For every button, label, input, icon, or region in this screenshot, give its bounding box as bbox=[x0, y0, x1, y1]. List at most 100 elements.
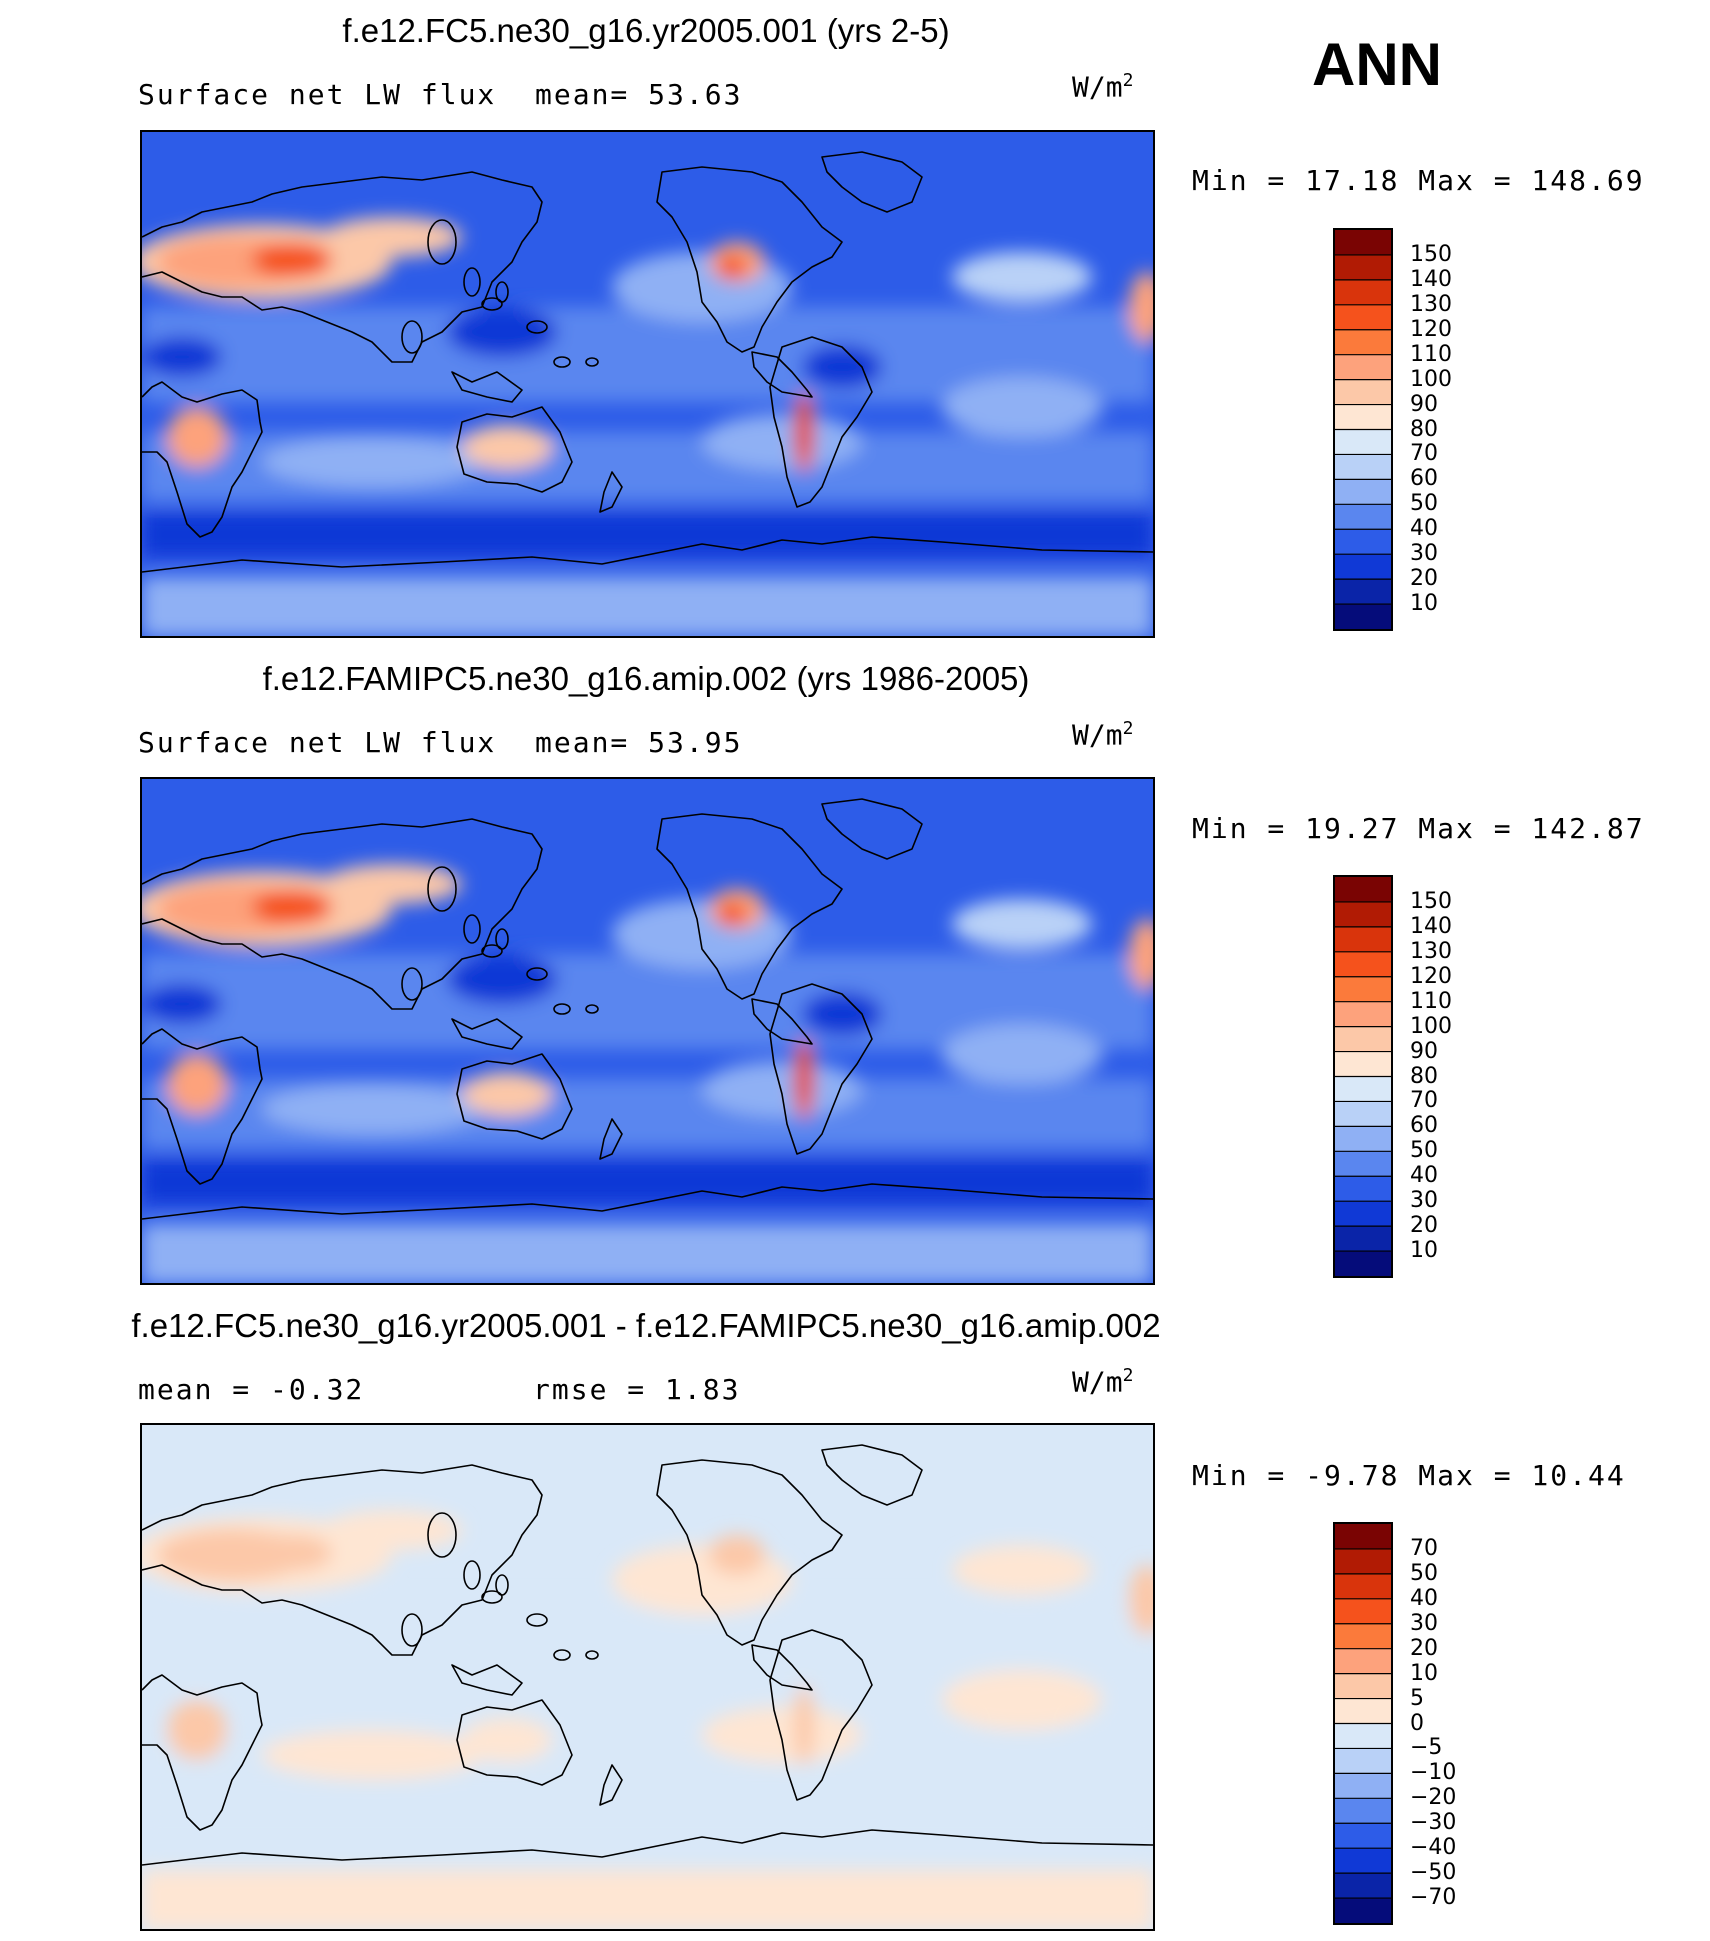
field-shading bbox=[142, 217, 1153, 636]
panel3-colorbar-svg bbox=[1335, 1524, 1391, 1923]
colorbar-swatch bbox=[1335, 1201, 1391, 1227]
antarctic-band bbox=[142, 1870, 1153, 1929]
colorbar-swatch bbox=[1335, 529, 1391, 555]
w-sahara-east-edge bbox=[1129, 919, 1153, 989]
colorbar-swatch bbox=[1335, 1673, 1391, 1700]
s-indian-high bbox=[262, 1730, 482, 1780]
colorbar-tick-label: 140 bbox=[1410, 913, 1452, 939]
island-outline bbox=[463, 1560, 481, 1590]
s-pacific-high bbox=[702, 414, 862, 470]
arabia-core bbox=[252, 889, 332, 925]
coastlines bbox=[142, 1444, 1153, 1866]
kalahari bbox=[167, 1700, 227, 1760]
panel1-mean-label: mean= 53.63 bbox=[535, 78, 743, 111]
colorbar-swatch bbox=[1335, 1723, 1391, 1749]
sw-us-core bbox=[718, 255, 746, 279]
australia-desert bbox=[462, 1718, 552, 1762]
colorbar-tick-label: 10 bbox=[1410, 1238, 1438, 1264]
colorbar-swatch bbox=[1335, 329, 1391, 356]
panel1-map bbox=[140, 130, 1155, 638]
continent-outline bbox=[451, 1664, 523, 1696]
island-outline bbox=[526, 967, 548, 981]
australia-desert bbox=[462, 1072, 552, 1116]
arabia-core bbox=[252, 1535, 332, 1571]
colorbar-tick-label: 90 bbox=[1410, 391, 1438, 417]
panel2-colorbar bbox=[1333, 875, 1393, 1278]
colorbar-swatch bbox=[1335, 604, 1391, 629]
colorbar-tick-label: 60 bbox=[1410, 466, 1438, 492]
island-outline bbox=[481, 1590, 503, 1604]
continent-outline bbox=[751, 351, 813, 398]
colorbar-swatch bbox=[1335, 1548, 1391, 1575]
central-asia bbox=[322, 217, 462, 257]
sw-us-core bbox=[718, 902, 746, 926]
s-atlantic-high bbox=[942, 377, 1102, 437]
colorbar-tick-label: −30 bbox=[1410, 1810, 1457, 1836]
n-atlantic-high bbox=[952, 252, 1092, 302]
panel1-units-base: W/m bbox=[1072, 70, 1123, 104]
colorbar-swatch bbox=[1335, 1026, 1391, 1053]
continent-outline bbox=[656, 166, 843, 353]
colorbar-tick-label: 70 bbox=[1410, 441, 1438, 467]
panel2-variable-label: Surface net LW flux bbox=[138, 726, 497, 759]
island-outline bbox=[481, 944, 503, 958]
congo bbox=[142, 337, 222, 377]
colorbar-tick-label: 70 bbox=[1410, 1088, 1438, 1114]
continent-outline bbox=[456, 1699, 573, 1786]
n-pacific-high bbox=[612, 1545, 792, 1615]
atacama-core bbox=[799, 1699, 809, 1751]
colorbar-swatch bbox=[1335, 1524, 1391, 1550]
colorbar-tick-label: 120 bbox=[1410, 316, 1452, 342]
colorbar-tick-label: 110 bbox=[1410, 341, 1452, 367]
atacama-core bbox=[799, 1053, 809, 1105]
central-asia bbox=[322, 1510, 462, 1550]
southern-ocean-band bbox=[142, 1159, 1153, 1204]
island-outline bbox=[526, 1613, 548, 1627]
panel1-units-exp: 2 bbox=[1122, 70, 1134, 91]
colorbar-swatch bbox=[1335, 1001, 1391, 1028]
continent-outline bbox=[142, 1028, 263, 1185]
colorbar-swatch bbox=[1335, 1823, 1391, 1849]
panel1-colorbar-svg bbox=[1335, 230, 1391, 629]
coastlines bbox=[142, 798, 1153, 1220]
antarctic-band bbox=[142, 1224, 1153, 1283]
colorbar-tick-label: 40 bbox=[1410, 1585, 1438, 1611]
panel3-units-exp: 2 bbox=[1122, 1365, 1134, 1386]
colorbar-swatch bbox=[1335, 1898, 1391, 1923]
colorbar-swatch bbox=[1335, 454, 1391, 480]
congo bbox=[142, 1630, 222, 1670]
panel1-colorbar bbox=[1333, 228, 1393, 631]
sw-us-core bbox=[718, 1548, 746, 1572]
colorbar-tick-label: 40 bbox=[1410, 1163, 1438, 1189]
amazon bbox=[802, 1638, 882, 1682]
coastlines bbox=[142, 151, 1153, 573]
s-indian-high bbox=[262, 437, 482, 487]
continent-outline bbox=[142, 1829, 1153, 1866]
continent-outline bbox=[769, 983, 873, 1155]
field-shading bbox=[142, 864, 1153, 1283]
n-pacific-high bbox=[612, 899, 792, 969]
colorbar-swatch bbox=[1335, 479, 1391, 505]
continent-outline bbox=[821, 798, 923, 860]
colorbar-swatch bbox=[1335, 1873, 1391, 1899]
colorbar-swatch bbox=[1335, 579, 1391, 605]
island-outline bbox=[401, 967, 423, 1001]
colorbar-tick-label: 150 bbox=[1410, 888, 1452, 914]
colorbar-swatch bbox=[1335, 1176, 1391, 1202]
panel1-map-svg bbox=[142, 132, 1153, 636]
continent-outline bbox=[142, 818, 543, 1010]
w-sahara-east-edge bbox=[1129, 1565, 1153, 1635]
colorbar-tick-label: 130 bbox=[1410, 938, 1452, 964]
colorbar-tick-label: −20 bbox=[1410, 1785, 1457, 1811]
island-outline bbox=[463, 914, 481, 944]
panel1-minmax: Min = 17.18 Max = 148.69 bbox=[1192, 164, 1645, 197]
colorbar-tick-label: 5 bbox=[1410, 1685, 1424, 1711]
central-asia bbox=[322, 864, 462, 904]
island-outline bbox=[427, 219, 457, 265]
continent-outline bbox=[451, 371, 523, 403]
colorbar-swatch bbox=[1335, 1848, 1391, 1874]
antarctic-band bbox=[142, 577, 1153, 636]
colorbar-swatch bbox=[1335, 254, 1391, 281]
colorbar-tick-label: 90 bbox=[1410, 1038, 1438, 1064]
island-outline bbox=[427, 866, 457, 912]
